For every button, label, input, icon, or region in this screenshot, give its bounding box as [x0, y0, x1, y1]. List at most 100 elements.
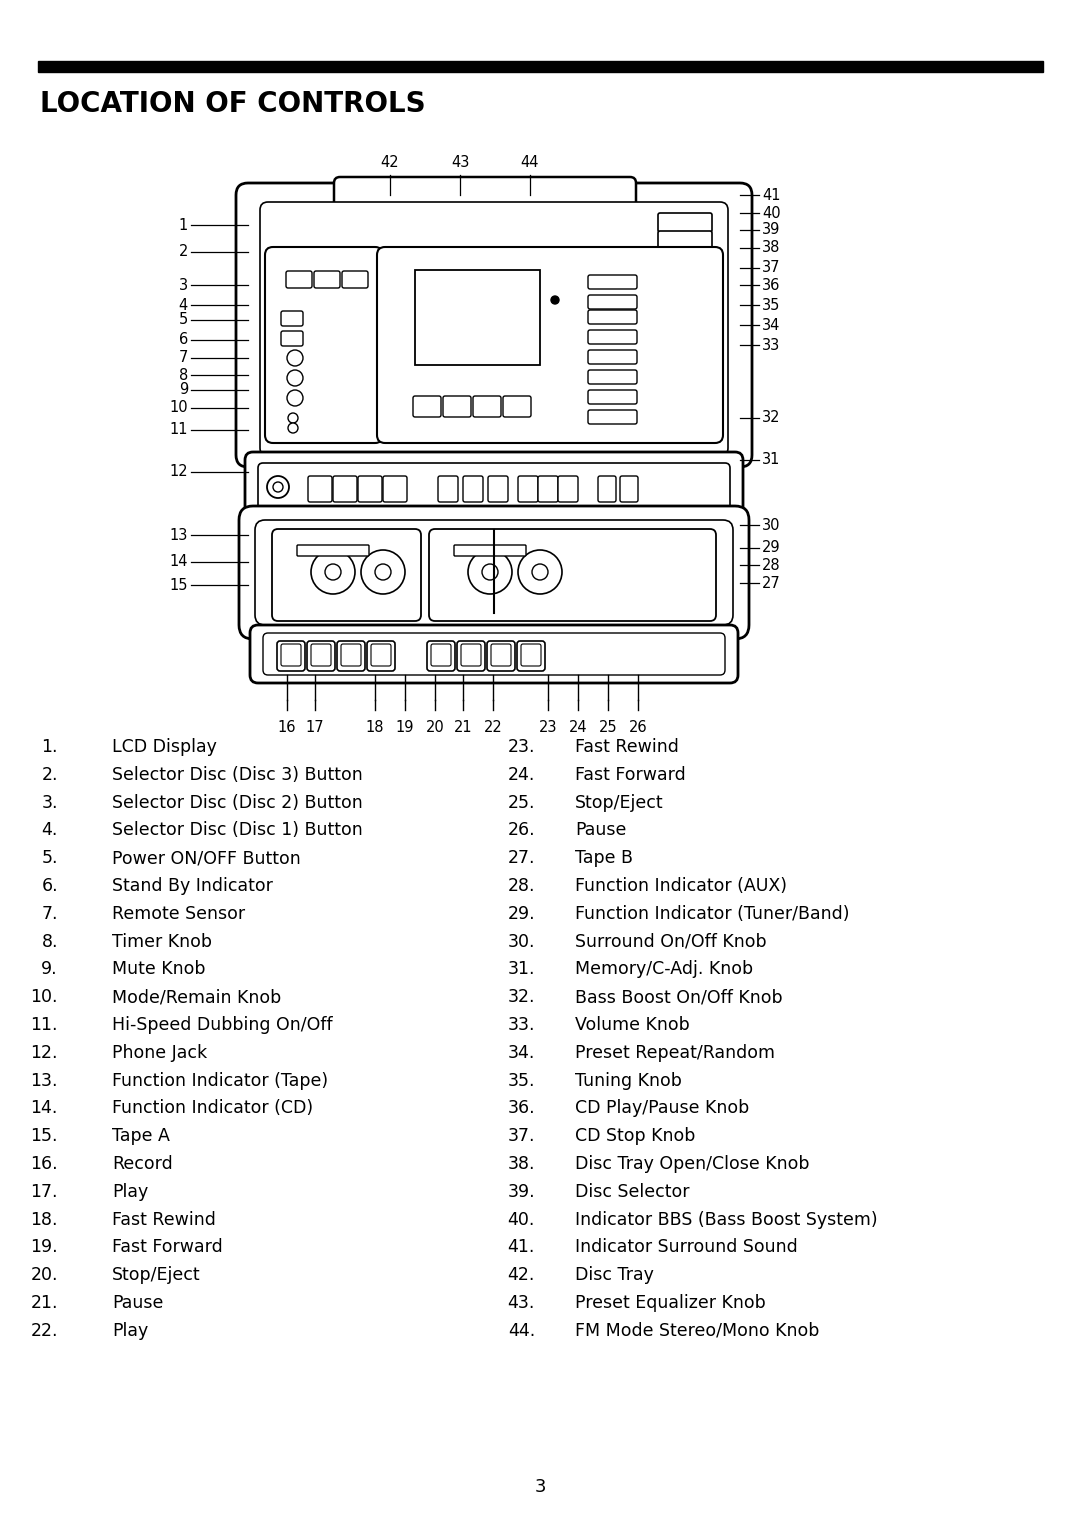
Text: Stop/Eject: Stop/Eject — [575, 793, 663, 811]
Text: Selector Disc (Disc 2) Button: Selector Disc (Disc 2) Button — [112, 793, 363, 811]
Text: 12.: 12. — [30, 1044, 58, 1062]
Circle shape — [375, 564, 391, 580]
Text: 13: 13 — [170, 527, 188, 542]
FancyBboxPatch shape — [281, 644, 301, 665]
Text: 5: 5 — [179, 313, 188, 328]
Text: Tape A: Tape A — [112, 1127, 170, 1145]
Text: 4: 4 — [179, 298, 188, 313]
Text: 30.: 30. — [508, 933, 535, 951]
Text: 18.: 18. — [30, 1211, 58, 1229]
Circle shape — [267, 475, 289, 498]
Text: 40: 40 — [762, 205, 781, 220]
Text: 3: 3 — [179, 278, 188, 293]
FancyBboxPatch shape — [588, 390, 637, 404]
Text: 36.: 36. — [508, 1100, 535, 1118]
Text: Disc Tray Open/Close Knob: Disc Tray Open/Close Knob — [575, 1154, 810, 1173]
FancyBboxPatch shape — [588, 410, 637, 424]
FancyBboxPatch shape — [473, 396, 501, 418]
Text: 11.: 11. — [30, 1016, 58, 1034]
Text: Disc Selector: Disc Selector — [575, 1183, 689, 1202]
Text: Fast Forward: Fast Forward — [575, 766, 686, 784]
Text: 24.: 24. — [508, 766, 535, 784]
Text: 27: 27 — [762, 576, 781, 591]
FancyBboxPatch shape — [314, 270, 340, 289]
Text: 6: 6 — [179, 333, 188, 348]
FancyBboxPatch shape — [341, 644, 361, 665]
Text: Selector Disc (Disc 1) Button: Selector Disc (Disc 1) Button — [112, 822, 363, 840]
FancyBboxPatch shape — [239, 506, 750, 639]
Text: CD Stop Knob: CD Stop Knob — [575, 1127, 696, 1145]
Text: Timer Knob: Timer Knob — [112, 933, 212, 951]
Text: 16.: 16. — [30, 1154, 58, 1173]
Text: 9.: 9. — [41, 960, 58, 978]
FancyBboxPatch shape — [272, 529, 421, 621]
FancyBboxPatch shape — [307, 641, 335, 671]
Text: Mode/Remain Knob: Mode/Remain Knob — [112, 989, 281, 1006]
Text: 21: 21 — [454, 720, 472, 735]
FancyBboxPatch shape — [503, 396, 531, 418]
Text: Indicator BBS (Bass Boost System): Indicator BBS (Bass Boost System) — [575, 1211, 878, 1229]
Text: 41.: 41. — [508, 1238, 535, 1256]
Text: 3.: 3. — [41, 793, 58, 811]
Text: 22: 22 — [484, 720, 502, 735]
Text: 21.: 21. — [30, 1294, 58, 1312]
Text: 42: 42 — [380, 155, 400, 170]
FancyBboxPatch shape — [620, 475, 638, 501]
Text: Fast Rewind: Fast Rewind — [575, 738, 679, 756]
Text: 34.: 34. — [508, 1044, 535, 1062]
Circle shape — [288, 422, 298, 433]
FancyBboxPatch shape — [383, 475, 407, 501]
Text: Tape B: Tape B — [575, 849, 633, 867]
Text: Tuning Knob: Tuning Knob — [575, 1071, 681, 1089]
Circle shape — [551, 296, 559, 304]
Text: 38.: 38. — [508, 1154, 535, 1173]
Text: Phone Jack: Phone Jack — [112, 1044, 207, 1062]
Text: Selector Disc (Disc 3) Button: Selector Disc (Disc 3) Button — [112, 766, 363, 784]
FancyBboxPatch shape — [491, 644, 511, 665]
Text: 27.: 27. — [508, 849, 535, 867]
Text: 28: 28 — [762, 557, 781, 573]
Text: Volume Knob: Volume Knob — [575, 1016, 690, 1034]
FancyBboxPatch shape — [308, 475, 332, 501]
Text: Preset Equalizer Knob: Preset Equalizer Knob — [575, 1294, 766, 1312]
Text: 19: 19 — [395, 720, 415, 735]
Text: Function Indicator (Tape): Function Indicator (Tape) — [112, 1071, 328, 1089]
Text: 13.: 13. — [30, 1071, 58, 1089]
Text: 44.: 44. — [508, 1322, 535, 1340]
Circle shape — [287, 390, 303, 406]
FancyBboxPatch shape — [337, 641, 365, 671]
Circle shape — [482, 564, 498, 580]
Text: Surround On/Off Knob: Surround On/Off Knob — [575, 933, 767, 951]
FancyBboxPatch shape — [237, 182, 752, 466]
FancyBboxPatch shape — [281, 331, 303, 346]
FancyBboxPatch shape — [588, 275, 637, 289]
Text: Indicator Surround Sound: Indicator Surround Sound — [575, 1238, 798, 1256]
Text: 34: 34 — [762, 317, 781, 333]
Text: 7.: 7. — [41, 905, 58, 924]
FancyBboxPatch shape — [427, 641, 455, 671]
Text: 32.: 32. — [508, 989, 535, 1006]
Text: 14.: 14. — [30, 1100, 58, 1118]
Text: 16: 16 — [278, 720, 296, 735]
Text: 4.: 4. — [42, 822, 58, 840]
FancyBboxPatch shape — [463, 475, 483, 501]
Text: 39.: 39. — [508, 1183, 535, 1202]
FancyBboxPatch shape — [588, 295, 637, 308]
Text: Hi-Speed Dubbing On/Off: Hi-Speed Dubbing On/Off — [112, 1016, 333, 1034]
Text: 37: 37 — [762, 260, 781, 275]
Text: 15.: 15. — [30, 1127, 58, 1145]
FancyBboxPatch shape — [487, 641, 515, 671]
Text: 32: 32 — [762, 410, 781, 425]
FancyBboxPatch shape — [334, 178, 636, 235]
Text: 33.: 33. — [508, 1016, 535, 1034]
Text: Memory/C-Adj. Knob: Memory/C-Adj. Knob — [575, 960, 753, 978]
Text: 33: 33 — [762, 337, 780, 352]
FancyBboxPatch shape — [265, 248, 383, 444]
Text: 7: 7 — [178, 351, 188, 366]
Circle shape — [361, 550, 405, 594]
Text: 37.: 37. — [508, 1127, 535, 1145]
Text: Mute Knob: Mute Knob — [112, 960, 205, 978]
FancyBboxPatch shape — [558, 475, 578, 501]
Text: 36: 36 — [762, 278, 781, 293]
Text: 9: 9 — [179, 383, 188, 398]
